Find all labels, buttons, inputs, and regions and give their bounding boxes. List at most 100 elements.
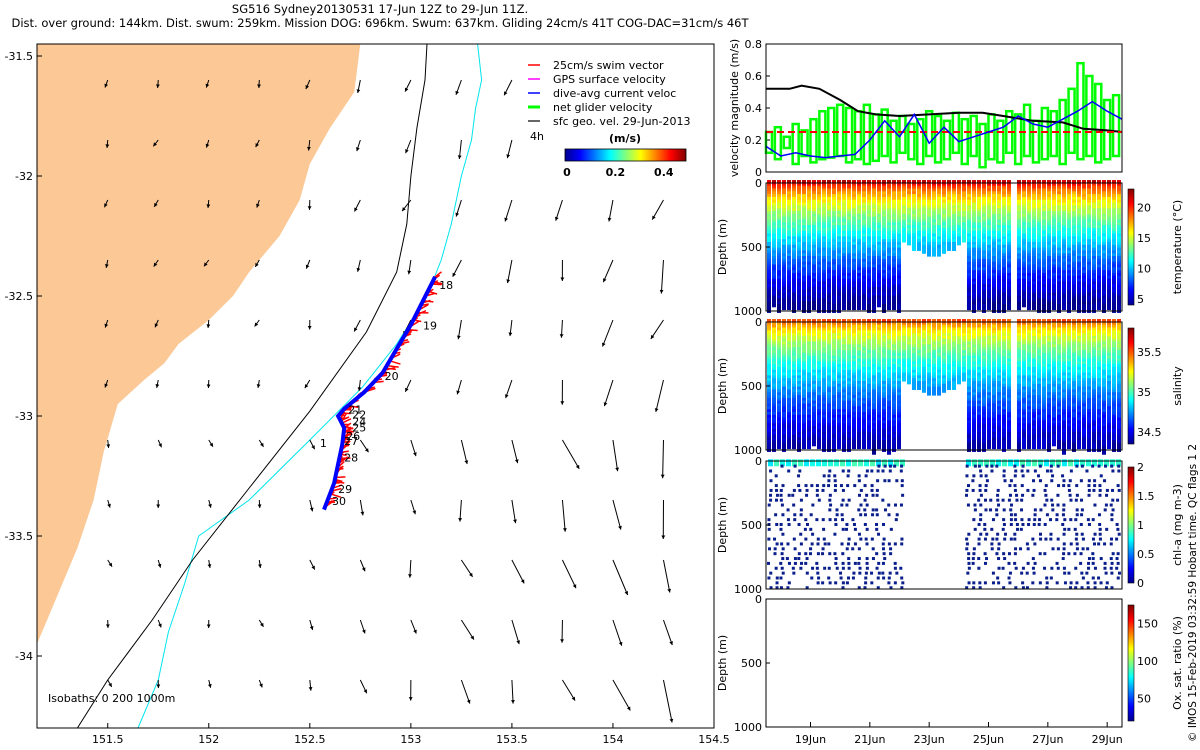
section-point <box>1062 301 1066 311</box>
geo-arrow-head <box>205 83 210 88</box>
geo-arrow-head <box>514 459 519 464</box>
geo-arrow-head <box>255 262 259 267</box>
section-point <box>862 440 866 450</box>
day-label: 30 <box>332 495 346 508</box>
geo-arrow <box>307 199 312 210</box>
geo-arrow <box>305 79 311 90</box>
section-point <box>802 440 806 450</box>
map-y-tick-label: -32 <box>15 170 33 183</box>
section-point <box>882 442 886 452</box>
legend-geo: sfc geo. vel. 29-Jun-2013 <box>553 115 690 128</box>
section-point <box>957 236 961 246</box>
section-point <box>782 442 786 452</box>
section-point <box>817 440 821 450</box>
section-point <box>1007 301 1011 311</box>
section-point <box>937 386 941 396</box>
geo-arrow-head <box>256 384 261 388</box>
geo-arrow-head <box>154 323 159 328</box>
section-point <box>872 303 876 313</box>
section-point <box>812 301 816 311</box>
geo-arrow <box>107 559 113 567</box>
geo-arrow-head <box>107 503 111 508</box>
geo-arrow <box>153 259 159 267</box>
geo-arrow <box>561 559 577 589</box>
section-point <box>767 303 771 313</box>
section-point <box>1072 301 1076 311</box>
glider-track <box>322 271 443 511</box>
geo-arrow-head <box>307 206 312 210</box>
geo-arrow <box>602 319 614 347</box>
map-x-tick-label: 153.5 <box>496 733 528 746</box>
geo-arrow <box>353 199 361 212</box>
section-point <box>852 440 856 450</box>
geo-arrow <box>562 439 580 470</box>
geo-arrow-head <box>304 384 309 389</box>
geo-arrow <box>107 679 113 688</box>
geo-arrow <box>662 679 674 723</box>
geo-arrow-head <box>363 689 367 694</box>
geo-arrow-head <box>402 207 406 212</box>
isobaths-label: Isobaths: 0 200 1000m <box>48 692 175 705</box>
geo-arrow-head <box>105 144 110 148</box>
geo-arrow <box>257 79 261 89</box>
net-velocity-bar <box>773 125 783 161</box>
net-velocity-bar <box>978 122 987 169</box>
geo-arrow-head <box>575 464 580 469</box>
geo-arrow-shaft <box>612 439 619 472</box>
section-colorbar-tick: 10 <box>1137 262 1151 275</box>
map-colorbar-tick: 0.4 <box>654 166 674 179</box>
geo-arrow-head <box>307 325 312 330</box>
geo-arrow <box>511 499 517 524</box>
geo-arrow-head <box>615 467 620 472</box>
geo-arrow <box>651 199 664 220</box>
section-point <box>972 303 976 313</box>
geo-arrow-head <box>458 517 463 522</box>
section-point <box>812 437 816 447</box>
geo-arrow-head <box>504 394 509 399</box>
geo-arrow-head <box>412 510 417 515</box>
geo-arrow-head <box>520 579 525 584</box>
legend-4h: 4h <box>530 130 544 143</box>
net-velocity-bar <box>942 119 952 161</box>
legend-swim: 25cm/s swim vector <box>553 59 664 72</box>
day-label: 29 <box>338 483 352 496</box>
section-point <box>822 303 826 313</box>
net-velocity-bar <box>960 117 970 166</box>
geo-arrow <box>206 619 211 629</box>
geo-arrow-head <box>357 387 362 391</box>
day-label: 22 <box>352 408 366 421</box>
geo-arrow <box>104 199 109 208</box>
section-point <box>867 440 871 450</box>
geo-arrow-head <box>209 442 214 447</box>
geo-arrow-head <box>560 401 565 405</box>
section-point <box>802 303 806 313</box>
geo-arrow <box>105 619 110 629</box>
figure-title: SG516 Sydney20130531 17-Jun 12Z to 29-Ju… <box>0 2 760 30</box>
geo-arrow <box>455 79 462 95</box>
day-label: 26 <box>346 430 360 443</box>
geo-arrow-head <box>456 390 461 395</box>
velocity-y-tick-label: 0.2 <box>745 134 763 147</box>
geo-arrow-head <box>356 147 360 152</box>
geo-arrow-shaft <box>460 619 475 640</box>
geo-arrow-head <box>457 155 462 160</box>
net-velocity-bar <box>1094 82 1103 164</box>
geo-arrow <box>554 199 563 221</box>
geo-arrow <box>663 619 673 646</box>
net-velocity-bar <box>809 117 818 164</box>
swim-vector <box>434 271 442 278</box>
geo-velocity-line <box>766 84 1123 133</box>
section-point <box>952 380 956 390</box>
geo-arrow <box>153 199 159 208</box>
section-y-tick-label: 1000 <box>734 305 762 318</box>
geo-arrow-head <box>104 323 109 328</box>
geo-arrow-head <box>652 215 656 220</box>
geo-arrow-head <box>464 460 469 465</box>
geo-arrow-head <box>108 562 113 567</box>
geo-arrow-head <box>104 383 109 388</box>
geo-arrow <box>407 259 412 275</box>
geo-arrow-shaft <box>650 319 664 340</box>
net-velocity-bar <box>844 106 854 164</box>
geo-arrow-head <box>624 591 629 596</box>
